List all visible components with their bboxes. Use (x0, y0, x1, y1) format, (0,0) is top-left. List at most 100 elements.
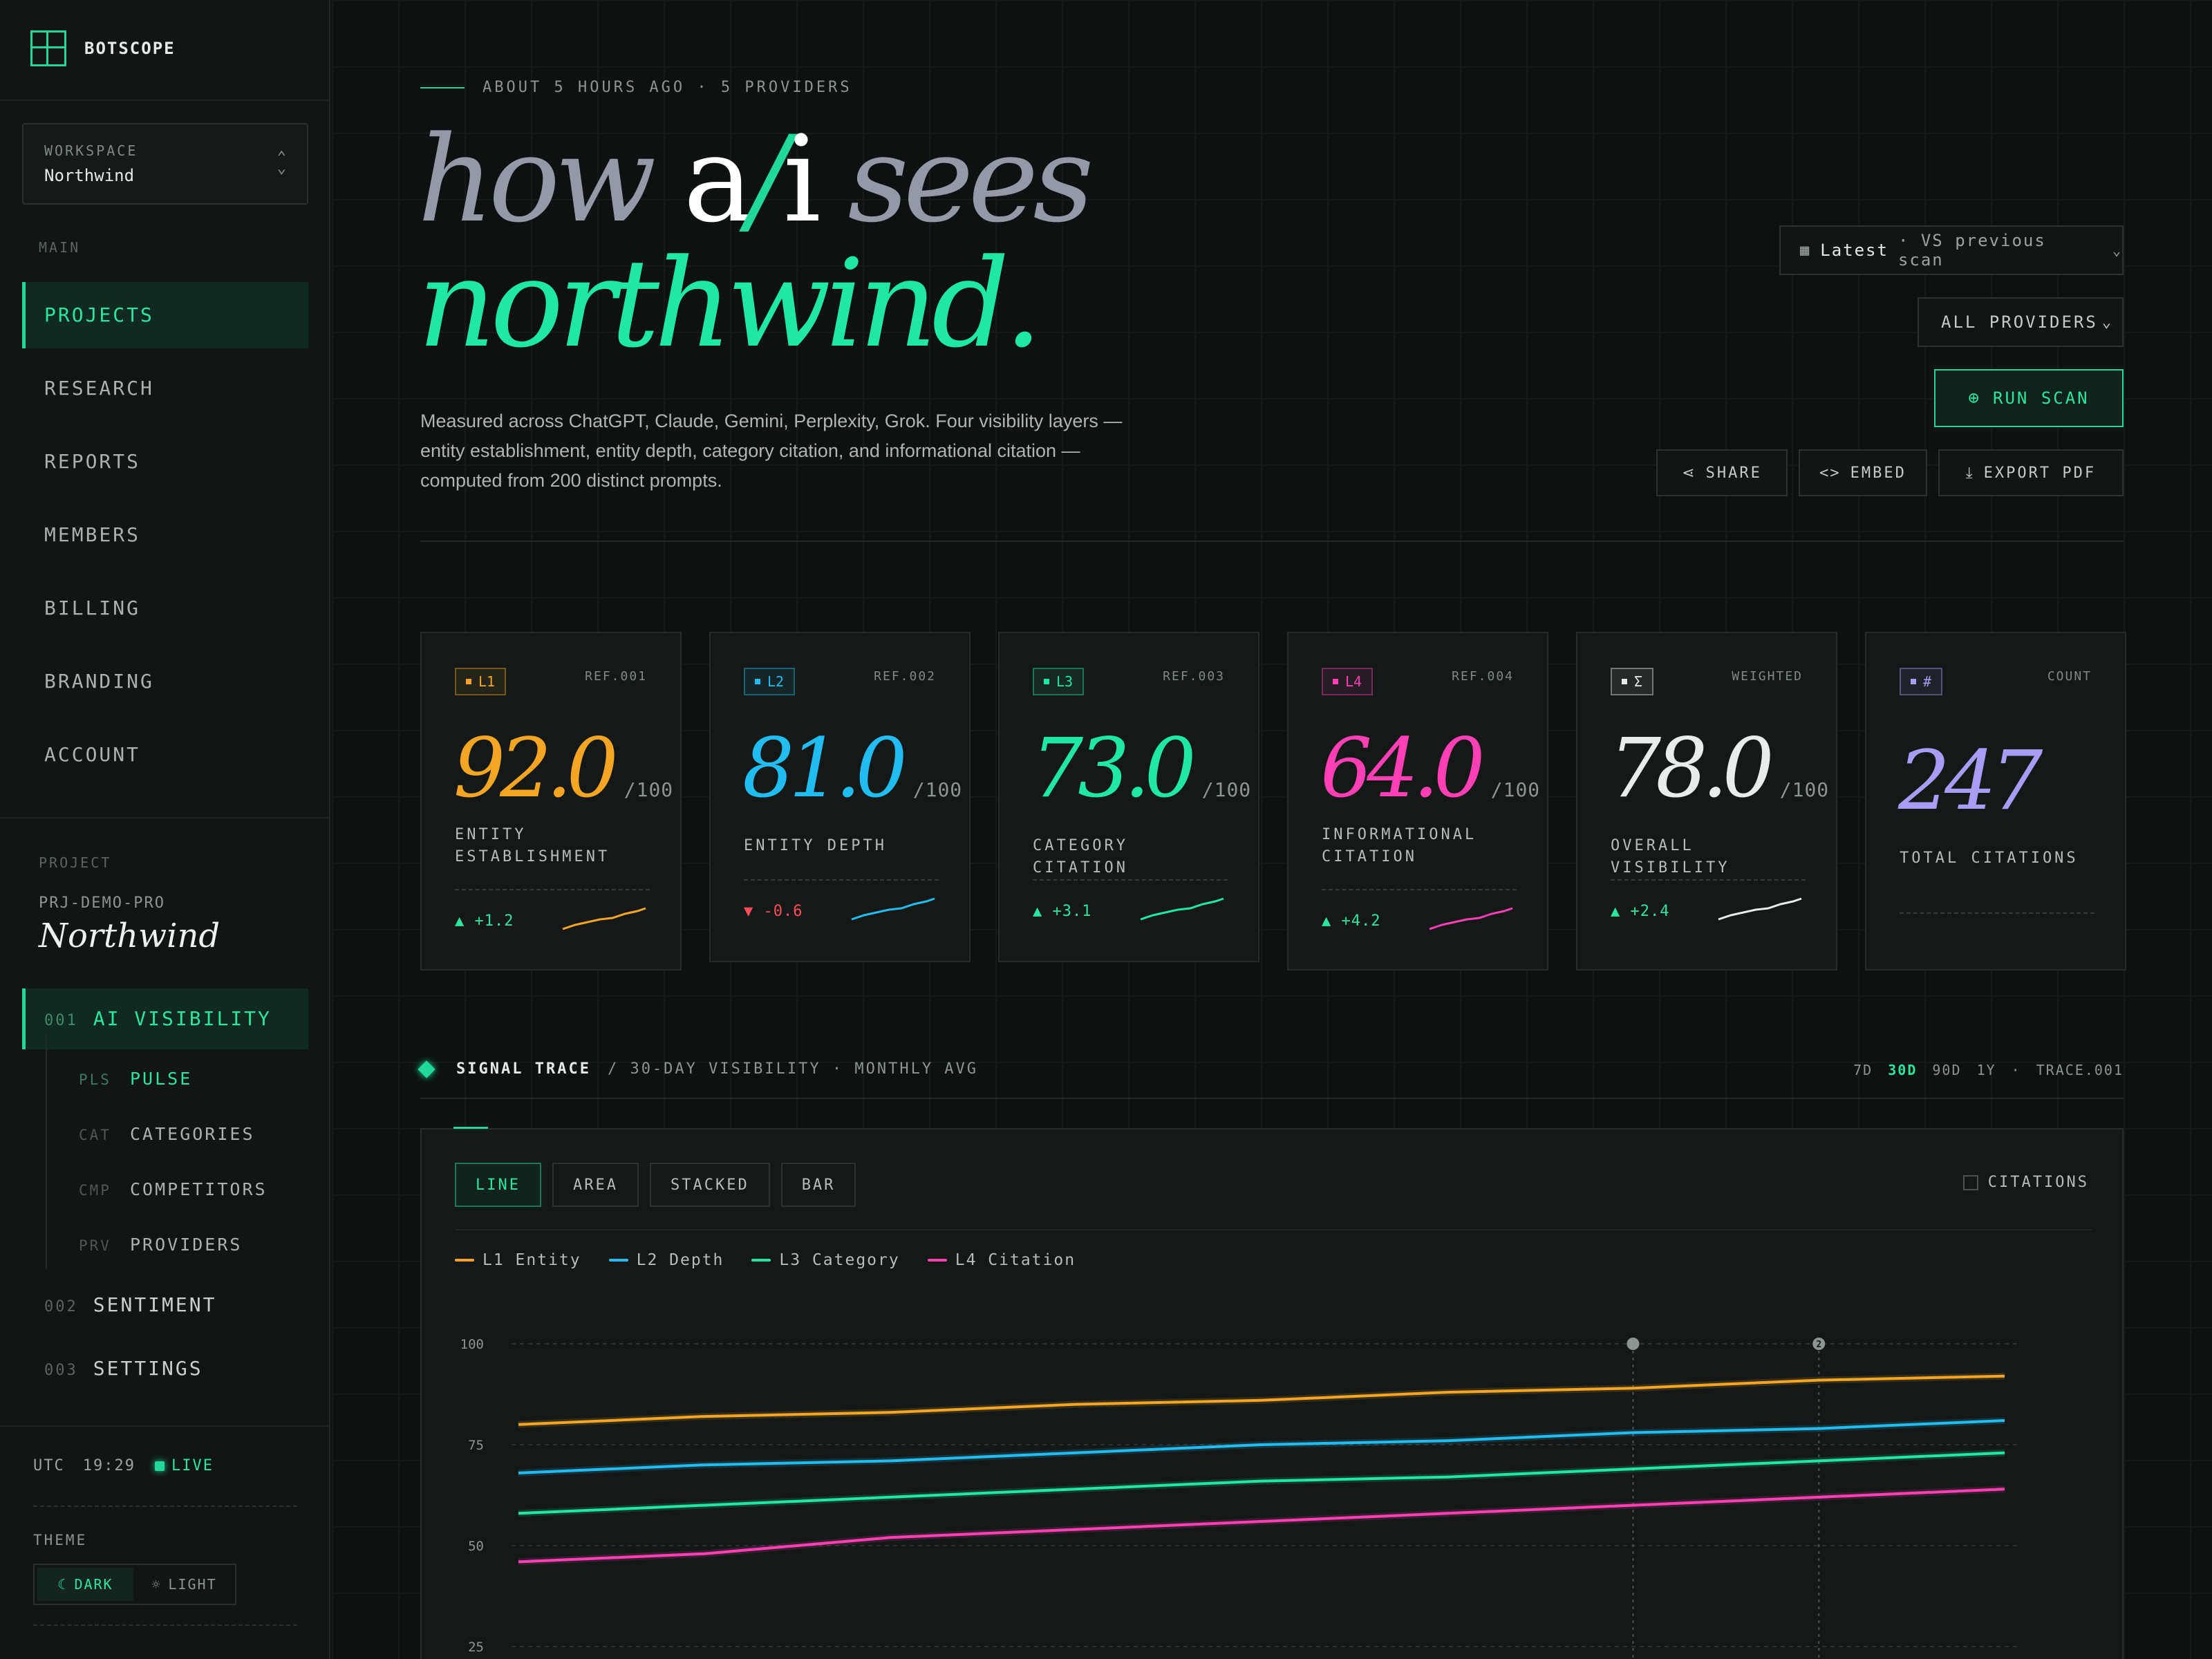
range-1y[interactable]: 1Y (1976, 1062, 1996, 1078)
theme-light-button[interactable]: ☼ LIGHT (136, 1568, 232, 1601)
range-7d[interactable]: 7D (1853, 1062, 1873, 1078)
sparkline (1429, 907, 1513, 930)
y-tick-label: 75 (468, 1438, 484, 1453)
layer-badge: L4 (1322, 668, 1374, 695)
section-sentiment[interactable]: 002 SENTIMENT (22, 1275, 308, 1335)
card-divider (1033, 879, 1228, 881)
sidebar-item-account[interactable]: ACCOUNT (44, 743, 141, 766)
card-divider (1900, 912, 2094, 914)
card-ref: REF.004 (1452, 669, 1514, 684)
compare-select[interactable]: ▦ Latest · VS previous scan ⌄ (1779, 225, 2124, 275)
badge-label: L2 (767, 673, 785, 690)
event-marker[interactable] (1627, 1338, 1640, 1350)
sidebar-item-research[interactable]: RESEARCH (44, 377, 154, 400)
metric-label: TOTAL CITATIONS (1900, 850, 2079, 867)
range-30d[interactable]: 30D (1888, 1062, 1918, 1078)
sidebar-item-branding[interactable]: BRANDING (44, 670, 154, 693)
badge-label: # (1923, 673, 1932, 690)
hero-slash: / (748, 110, 789, 249)
series-line[interactable] (518, 1488, 2005, 1564)
legend-label: L4 Citation (955, 1251, 1076, 1269)
citations-toggle[interactable]: CITATIONS (1962, 1174, 2089, 1191)
section-settings[interactable]: 003 SETTINGS (22, 1338, 308, 1399)
sidebar: BOTSCOPE WORKSPACE Northwind ⌃ ⌄ MAIN PRO… (0, 0, 330, 1659)
signal-divider (420, 1098, 2124, 1099)
dashed-divider (33, 1506, 297, 1507)
score-card[interactable]: L1 REF.001 92.0/100 ENTITY ESTABLISHMENT… (420, 632, 682, 971)
diamond-icon (418, 1060, 435, 1078)
score-value: 92.0/100 (453, 720, 673, 816)
hero-word-a: a (683, 110, 754, 249)
main-section-label: MAIN (39, 239, 81, 256)
score-card[interactable]: Σ WEIGHTED 78.0/100 OVERALL VISIBILITY ▲… (1576, 632, 1837, 971)
legend-item[interactable]: L2 Depth (608, 1251, 724, 1269)
layer-badge: L1 (455, 668, 507, 695)
legend-label: L1 Entity (482, 1251, 581, 1269)
project-name: Northwind (39, 917, 221, 955)
score-number: 73.0 (1031, 720, 1197, 816)
tab-line[interactable]: LINE (455, 1163, 541, 1207)
moon-icon: ☾ (57, 1576, 68, 1593)
card-divider (1611, 879, 1806, 881)
badge-label: L3 (1056, 673, 1074, 690)
nav-child-competitors[interactable]: CMP COMPETITORS (79, 1179, 268, 1199)
brand-logo[interactable]: BOTSCOPE (30, 30, 176, 66)
metric-label: ENTITY ESTABLISHMENT (455, 826, 610, 865)
chart-legend: L1 Entity L2 Depth L3 Category L4 Citation (455, 1251, 1076, 1269)
nav-child-categories[interactable]: CAT CATEGORIES (79, 1124, 255, 1144)
legend-item[interactable]: L3 Category (751, 1251, 899, 1269)
sidebar-item-reports[interactable]: REPORTS (44, 450, 141, 473)
tab-area[interactable]: AREA (552, 1163, 639, 1207)
event-marker[interactable] (1812, 1338, 1826, 1350)
section-number: 003 (44, 1362, 78, 1379)
target-icon: ⊕ (1968, 388, 1981, 409)
tab-stacked[interactable]: STACKED (649, 1163, 770, 1207)
sidebar-item-members[interactable]: MEMBERS (44, 523, 141, 546)
citations-checkbox[interactable] (1962, 1174, 1978, 1190)
event-marker-label: 2 (1816, 1340, 1821, 1350)
section-ai-visibility[interactable]: 001 AI VISIBILITY (22, 988, 308, 1049)
section-number: 002 (44, 1298, 78, 1315)
sparkline-path (851, 897, 935, 921)
badge-square-icon (1622, 679, 1627, 684)
score-card[interactable]: L3 REF.003 73.0/100 CATEGORY CITATION ▲ … (998, 632, 1259, 962)
theme-dark-button[interactable]: ☾ DARK (37, 1568, 133, 1601)
sparkline-path (562, 907, 646, 930)
child-abbr: CMP (79, 1182, 111, 1199)
theme-toggle: ☾ DARK ☼ LIGHT (33, 1564, 236, 1605)
series-line[interactable] (518, 1451, 2005, 1515)
nav-child-pulse[interactable]: PLS PULSE (79, 1069, 192, 1089)
series-line[interactable] (518, 1419, 2005, 1474)
score-card[interactable]: L4 REF.004 64.0/100 INFORMATIONAL CITATI… (1287, 632, 1548, 971)
score-card[interactable]: # COUNT 247 TOTAL CITATIONS (1865, 632, 2126, 971)
live-dot-icon (154, 1461, 165, 1471)
layer-badge: L3 (1033, 668, 1085, 695)
child-abbr: PLS (79, 1071, 111, 1088)
legend-swatch (455, 1259, 474, 1262)
child-label: COMPETITORS (130, 1179, 268, 1199)
tree-connector (46, 1034, 47, 1269)
sidebar-item-projects[interactable]: PROJECTS (22, 282, 308, 348)
embed-button[interactable]: <> EMBED (1799, 449, 1927, 496)
score-card[interactable]: L2 REF.002 81.0/100 ENTITY DEPTH ▼ -0.6 (709, 632, 971, 962)
share-button[interactable]: ⋖ SHARE (1656, 449, 1788, 496)
workspace-label: WORKSPACE (44, 142, 138, 159)
range-90d[interactable]: 90D (1932, 1062, 1962, 1078)
series-line[interactable] (518, 1374, 2005, 1426)
delta-value: ▼ -0.6 (744, 903, 803, 920)
delta-value: ▲ +1.2 (455, 912, 514, 930)
tab-bar[interactable]: BAR (780, 1163, 856, 1207)
workspace-switcher[interactable]: WORKSPACE Northwind ⌃ ⌄ (22, 123, 308, 205)
legend-item[interactable]: L4 Citation (927, 1251, 1076, 1269)
section-label: SENTIMENT (93, 1293, 217, 1316)
providers-select[interactable]: ALL PROVIDERS ⌄ (1918, 297, 2124, 347)
accent-bar (420, 86, 465, 88)
hero-line-1: how a/i sees (418, 118, 1094, 242)
code-icon: <> (1819, 464, 1841, 482)
sidebar-item-billing[interactable]: BILLING (44, 597, 141, 619)
legend-item[interactable]: L1 Entity (455, 1251, 581, 1269)
run-scan-button[interactable]: ⊕ RUN SCAN (1934, 369, 2124, 427)
export-pdf-button[interactable]: ⤓ EXPORT PDF (1938, 449, 2124, 496)
nav-child-providers[interactable]: PRV PROVIDERS (79, 1235, 242, 1255)
utc-time: 19:29 (82, 1457, 135, 1474)
